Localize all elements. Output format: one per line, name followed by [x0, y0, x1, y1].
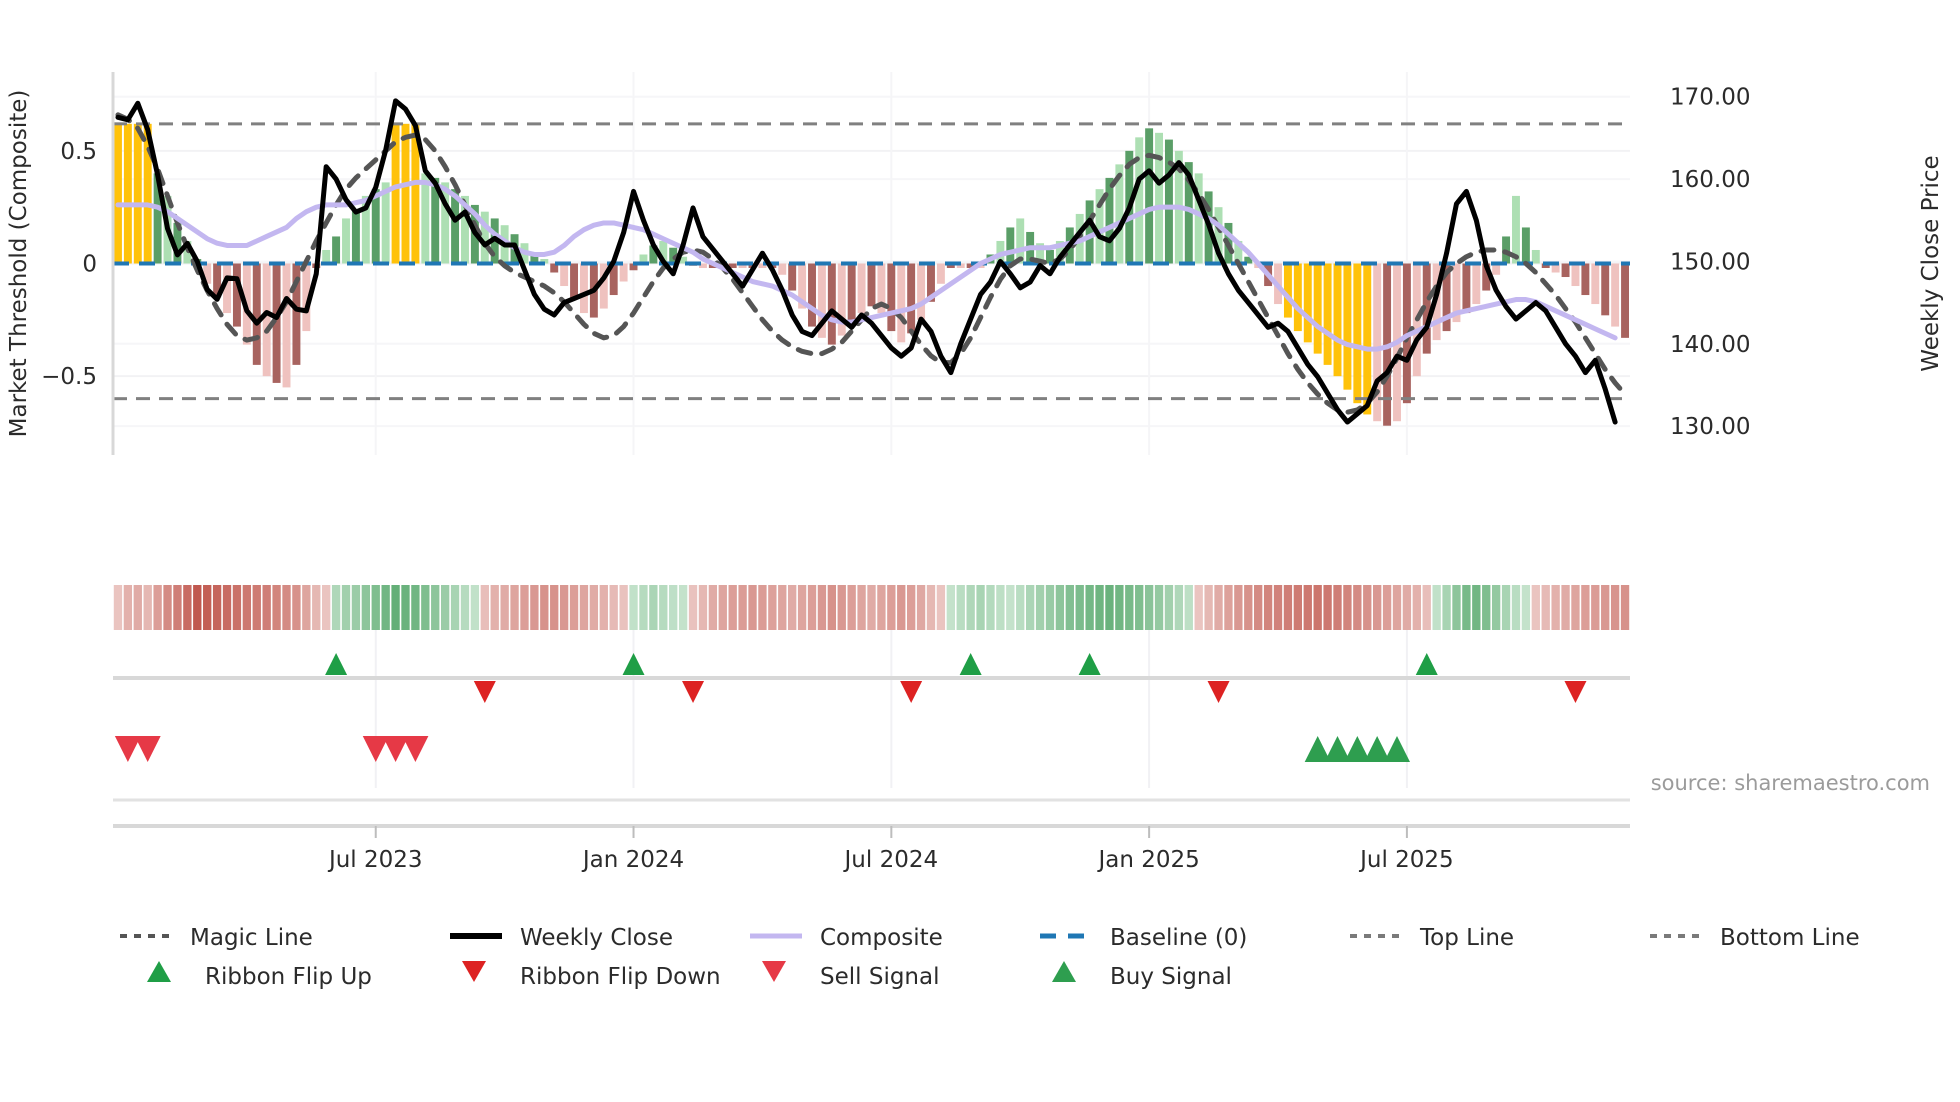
legend-label: Baseline (0)	[1110, 925, 1247, 951]
weekly-close-series	[115, 98, 1618, 425]
legend-item[interactable]: Buy Signal	[1052, 961, 1232, 990]
y2-axis-tick-label: 130.00	[1670, 414, 1750, 440]
legend-label: Weekly Close	[520, 925, 673, 951]
legend-label: Magic Line	[190, 925, 313, 951]
y-axis-tick-label: 0.5	[60, 139, 97, 165]
ribbon-flip-down-marker	[682, 681, 705, 703]
ribbon-flip-up-marker	[622, 653, 645, 675]
legend-up-triangle-icon	[147, 961, 171, 982]
ribbon-flip-markers	[113, 653, 1630, 703]
legend-item[interactable]: Bottom Line	[1650, 925, 1860, 951]
y-axis-title: Market Threshold (Composite)	[6, 90, 32, 438]
x-axis-tick-label: Jul 2025	[1358, 847, 1454, 873]
ribbon-flip-up-marker	[1415, 653, 1438, 675]
legend-label: Sell Signal	[820, 964, 940, 990]
legend-label: Top Line	[1419, 925, 1514, 951]
legend-label: Ribbon Flip Down	[520, 964, 721, 990]
buy-signal-marker	[1364, 736, 1391, 762]
legend-item[interactable]: Weekly Close	[450, 925, 673, 951]
legend-label: Ribbon Flip Up	[205, 964, 372, 990]
sell-signal-marker	[382, 736, 409, 762]
buy-signal-marker	[1344, 736, 1371, 762]
buy-signal-marker	[1324, 736, 1351, 762]
legend-item[interactable]: Ribbon Flip Down	[462, 961, 721, 990]
x-axis-tick-label: Jan 2024	[581, 847, 684, 873]
legend-item[interactable]: Baseline (0)	[1040, 925, 1247, 951]
y2-axis-tick-label: 140.00	[1670, 332, 1750, 358]
ribbon-flip-down-marker	[473, 681, 496, 703]
y2-axis-tick-label: 160.00	[1670, 167, 1750, 193]
x-axis-tick-label: Jan 2025	[1096, 847, 1199, 873]
chart-legend: Magic Line Weekly Close Composite Baseline …	[120, 925, 1860, 990]
sell-signal-marker	[362, 736, 389, 762]
legend-down-triangle-icon	[462, 961, 486, 982]
legend-label: Buy Signal	[1110, 964, 1232, 990]
legend-item[interactable]: Composite	[750, 925, 943, 951]
buy-signal-marker	[1304, 736, 1331, 762]
legend-item[interactable]: Ribbon Flip Up	[147, 961, 372, 990]
ribbon-flip-down-marker	[1207, 681, 1230, 703]
legend-label: Bottom Line	[1720, 925, 1860, 951]
legend-item[interactable]: Top Line	[1350, 925, 1514, 951]
ribbon-flip-down-marker	[900, 681, 923, 703]
sell-signal-marker	[134, 736, 161, 762]
buy-signal-marker	[1383, 736, 1410, 762]
y2-axis-tick-label: 170.00	[1670, 85, 1750, 111]
ribbon-flip-up-marker	[325, 653, 348, 675]
y-axis-tick-label: 0	[82, 252, 97, 278]
y-axis-tick-label: −0.5	[41, 364, 97, 390]
ribbon-flip-up-marker	[959, 653, 982, 675]
sell-signal-marker	[402, 736, 429, 762]
ribbon-strip	[113, 585, 1630, 630]
legend-item[interactable]: Magic Line	[120, 925, 313, 951]
y2-axis-title: Weekly Close Price	[1918, 155, 1944, 371]
legend-down-triangle-icon	[762, 961, 786, 982]
sell-signal-marker	[114, 736, 141, 762]
legend-up-triangle-icon	[1052, 961, 1076, 982]
source-label: source: sharemaestro.com	[1651, 771, 1930, 795]
buy-sell-signal-markers	[113, 736, 1630, 828]
ribbon-flip-up-marker	[1078, 653, 1101, 675]
legend-label: Composite	[820, 925, 943, 951]
y2-axis-tick-label: 150.00	[1670, 249, 1750, 275]
ribbon-flip-down-marker	[1564, 681, 1587, 703]
legend-item[interactable]: Sell Signal	[762, 961, 940, 990]
axes: 0.5 0 −0.5 170.00 160.00 150.00 140.00 130.00 Ju…	[6, 72, 1944, 873]
x-axis-tick-label: Jul 2023	[327, 847, 423, 873]
x-axis-tick-label: Jul 2024	[843, 847, 939, 873]
